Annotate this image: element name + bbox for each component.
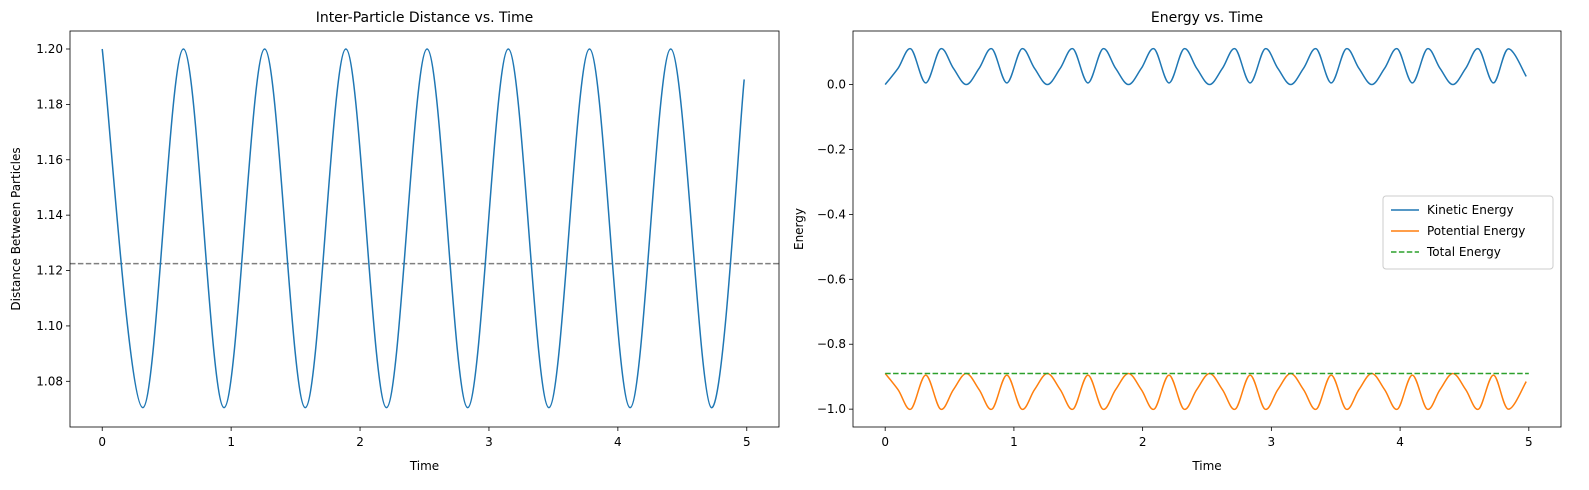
distance-chart-ylabel: Distance Between Particles bbox=[9, 147, 23, 310]
energy-chart-ytick-label: −0.2 bbox=[817, 142, 846, 156]
distance-chart-ytick-label: 1.18 bbox=[36, 97, 63, 111]
energy-chart-xtick-label: 5 bbox=[1525, 435, 1533, 449]
distance-chart-xtick-label: 4 bbox=[614, 435, 622, 449]
energy-chart-xtick-label: 0 bbox=[881, 435, 889, 449]
distance-chart-ytick-label: 1.10 bbox=[36, 319, 63, 333]
energy-chart-potential-energy-line bbox=[884, 372, 1527, 411]
energy-chart-ylabel: Energy bbox=[792, 208, 806, 250]
energy-chart-legend: Kinetic Energy Potential Energy Total Ener… bbox=[1382, 195, 1554, 270]
distance-chart-xtick-label: 1 bbox=[227, 435, 235, 449]
energy-chart-legend-box bbox=[1382, 195, 1554, 270]
energy-chart-ytick-label: −0.6 bbox=[817, 272, 846, 286]
energy-chart-ytick-label: −0.4 bbox=[817, 207, 846, 221]
energy-chart-kinetic-energy-line bbox=[884, 47, 1527, 86]
distance-chart-axes-frame bbox=[69, 30, 780, 428]
distance-chart-plot-area bbox=[70, 48, 779, 409]
energy-chart-xtick-label: 2 bbox=[1139, 435, 1147, 449]
energy-chart-legend-label: Total Energy bbox=[1426, 245, 1501, 259]
distance-chart-ytick-label: 1.20 bbox=[36, 42, 63, 56]
energy-chart-plot-area bbox=[884, 47, 1529, 411]
energy-chart-xtick-label: 3 bbox=[1268, 435, 1276, 449]
distance-chart-ytick-label: 1.14 bbox=[36, 208, 63, 222]
energy-chart: Energy vs. Time Time Energy 0 1 2 3 4 5 −1.0 −0… bbox=[792, 10, 1562, 473]
energy-chart-ytick-label: −0.8 bbox=[817, 337, 846, 351]
energy-chart-xtick-label: 4 bbox=[1396, 435, 1404, 449]
distance-chart-xtick-label: 2 bbox=[356, 435, 364, 449]
energy-chart-xlabel: Time bbox=[1191, 459, 1221, 473]
distance-chart-xtick-label: 5 bbox=[743, 435, 751, 449]
distance-chart-ytick-label: 1.12 bbox=[36, 264, 63, 278]
energy-chart-xtick-label: 1 bbox=[1010, 435, 1018, 449]
energy-chart-ytick-label: −1.0 bbox=[817, 402, 846, 416]
energy-chart-legend-label: Kinetic Energy bbox=[1427, 203, 1514, 217]
distance-chart-xtick-label: 0 bbox=[98, 435, 106, 449]
distance-chart-xlabel: Time bbox=[409, 459, 439, 473]
distance-chart: Inter-Particle Distance vs. Time Time Di… bbox=[9, 10, 780, 473]
distance-chart-ytick-label: 1.16 bbox=[36, 153, 63, 167]
distance-chart-ytick-label: 1.08 bbox=[36, 374, 63, 388]
energy-chart-ytick-label: 0.0 bbox=[827, 78, 846, 92]
energy-chart-axes-frame bbox=[852, 30, 1562, 428]
distance-chart-title: Inter-Particle Distance vs. Time bbox=[316, 10, 534, 26]
distance-chart-series-0-line bbox=[101, 48, 745, 409]
energy-chart-title: Energy vs. Time bbox=[1151, 10, 1263, 26]
distance-chart-xtick-label: 3 bbox=[485, 435, 493, 449]
energy-chart-legend-label: Potential Energy bbox=[1427, 224, 1525, 238]
